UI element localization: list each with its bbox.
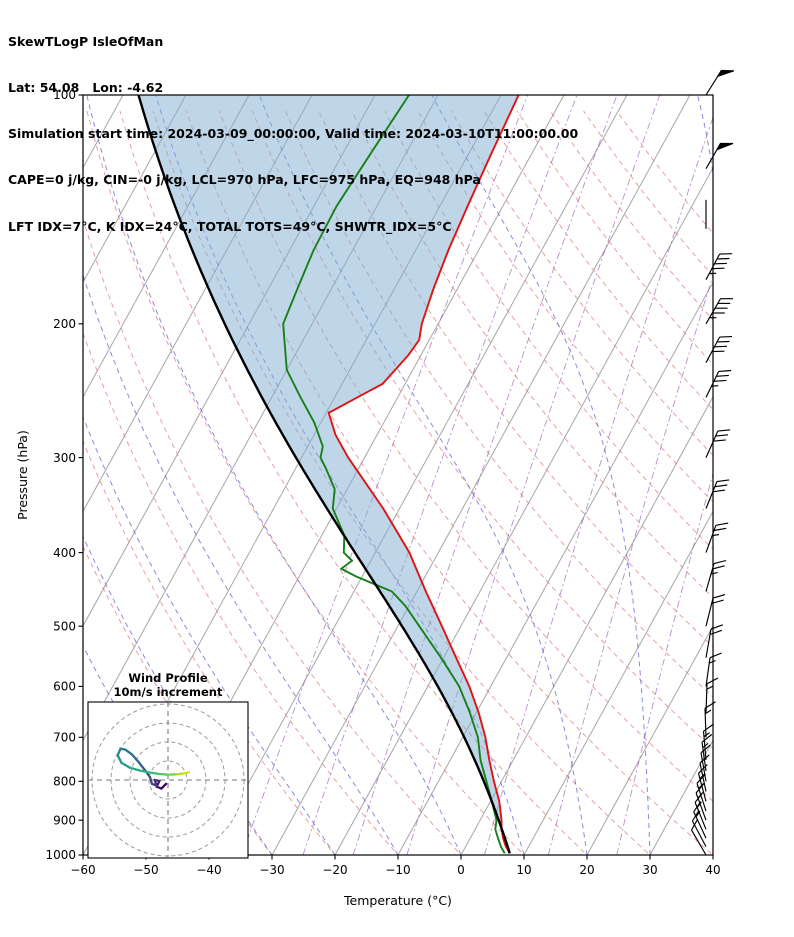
x-tick-label: −50 [133,863,158,877]
y-tick-label: 700 [53,731,76,745]
wind-barb [705,594,726,627]
wind-barb [705,142,734,169]
x-tick-label: −60 [70,863,95,877]
wind-barb [700,744,711,782]
wind-barb [705,522,729,553]
x-tick-label: −20 [322,863,347,877]
profiles-group [137,95,520,854]
chart-times: Simulation start time: 2024-03-09_00:00:… [8,126,579,142]
chart-indices-cape: CAPE=0 j/kg, CIN=-0 j/kg, LCL=970 hPa, L… [8,172,481,188]
wind-barb [705,429,731,458]
dewpoint-curve [282,95,506,854]
x-tick-label: 40 [705,863,720,877]
y-tick-label: 200 [53,317,76,331]
wind-barb [705,624,723,658]
wind-barb [701,734,713,771]
chart-indices-stability: LFT IDX=7°C, K IDX=24°C, TOTAL TOTS=49°C… [8,218,452,234]
y-tick-label: 900 [53,813,76,827]
x-tick-label: −40 [196,863,221,877]
wind-barb [705,652,722,687]
x-tick-label: 0 [457,863,465,877]
wind-barb [705,69,735,96]
x-tick-label: 20 [579,863,594,877]
hodograph-subtitle: 10m/s increment [114,685,223,699]
chart-latlon: Lat: 54.08 Lon: -4.62 [8,80,164,96]
wind-barb [705,559,727,592]
y-tick-label: 600 [53,680,76,694]
chart-title: SkewTLogP IsleOfMan [8,33,164,49]
y-tick-label: 500 [53,619,76,633]
parcel-curve [137,95,511,854]
x-tick-label: 30 [642,863,657,877]
wind-barb [705,336,733,363]
wind-barb [705,677,719,713]
y-tick-label: 100 [53,88,76,102]
y-tick-label: 300 [53,451,76,465]
wind-barbs-group [691,69,735,856]
wind-barb [705,369,732,398]
x-tick-label: 10 [516,863,531,877]
wind-barb [695,783,707,821]
y-tick-label: 400 [53,546,76,560]
wind-barb [694,792,707,830]
wind-barb [705,479,730,509]
temperature-curve [327,95,520,854]
y-tick-label: 800 [53,775,76,789]
chart-header: SkewTLogP IsleOfMan Lat: 54.08 Lon: -4.6… [8,3,578,265]
x-tick-label: −30 [259,863,284,877]
hodograph-title: Wind Profile [128,671,208,685]
x-axis-label: Temperature (°C) [343,893,452,908]
hodograph-trace [116,747,191,790]
wind-barb [705,298,733,325]
y-axis-label: Pressure (hPa) [15,430,30,520]
hodograph-rings [88,702,248,858]
wind-barb [705,253,733,280]
wind-barb [696,773,707,812]
axes-group: −60 −50 −40 −30 −20 −10 0 10 20 30 40 100 200 300 400 5… [15,88,721,908]
y-tick-label: 1000 [45,848,76,862]
x-tick-label: −10 [385,863,410,877]
